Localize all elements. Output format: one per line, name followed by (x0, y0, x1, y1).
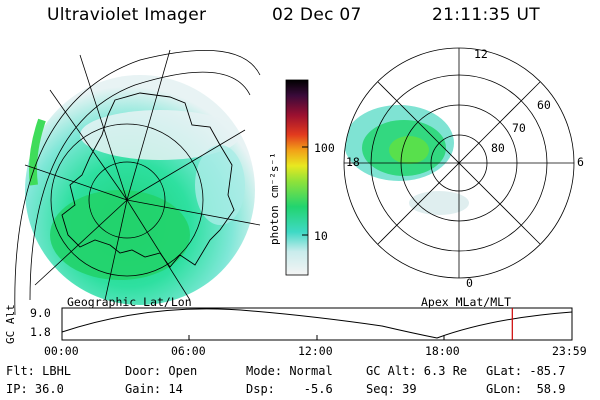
altitude-ytick-low: 1.8 (30, 325, 51, 339)
colorbar (285, 79, 309, 276)
xtick-1200: 12:00 (298, 344, 333, 358)
date-label: 02 Dec 07 (272, 5, 362, 25)
xtick-0000: 00:00 (44, 344, 79, 358)
geographic-map (14, 49, 261, 316)
mode-info: Mode: Normal (246, 364, 333, 378)
altitude-ytick-high: 9.0 (30, 306, 51, 320)
filter-info: Flt: LBHL (6, 364, 72, 378)
altitude-ylabel: GC Alt (4, 304, 17, 344)
colorbar-tick-100: 100 (314, 141, 335, 155)
xtick-1800: 18:00 (425, 344, 460, 358)
seq-info: Seq: 39 (366, 382, 417, 396)
colorbar-unit-label: photon cm⁻²s⁻¹ (268, 152, 281, 245)
door-info: Door: Open (125, 364, 198, 378)
xtick-0600: 06:00 (171, 344, 206, 358)
continent-outline (61, 92, 235, 268)
glon-info: GLon: 58.9 (486, 382, 566, 396)
altitude-plot (61, 307, 573, 341)
altitude-curve (61, 308, 573, 339)
glat-info: GLat: -85.7 (486, 364, 566, 378)
gc-alt-info: GC Alt: 6.3 Re (366, 364, 468, 378)
mlat-label-60: 60 (537, 98, 551, 112)
gain-info: Gain: 14 (125, 382, 183, 396)
geographic-label: Geographic Lat/Lon (67, 295, 192, 309)
colorbar-tick-10: 10 (314, 229, 328, 243)
instrument-title: Ultraviolet Imager (47, 5, 207, 25)
ip-info: IP: 36.0 (6, 382, 64, 396)
geo-grid (14, 49, 261, 316)
limb-glow (29, 118, 46, 186)
polar-grid (343, 47, 575, 279)
time-label: 21:11:35 UT (432, 5, 540, 25)
mlat-label-70: 70 (512, 121, 526, 135)
dsp-info: Dsp: -5.6 (246, 382, 333, 396)
mlt-label-12: 12 (474, 47, 488, 61)
mlt-label-18: 18 (346, 155, 360, 169)
apex-polar-plot (343, 47, 575, 279)
apex-label: Apex MLat/MLT (421, 295, 512, 309)
xtick-2359: 23:59 (552, 344, 587, 358)
mlat-label-80: 80 (491, 141, 505, 155)
altitude-xticks (188, 335, 445, 340)
mlt-label-0: 0 (466, 276, 473, 290)
mlt-label-6: 6 (577, 155, 584, 169)
